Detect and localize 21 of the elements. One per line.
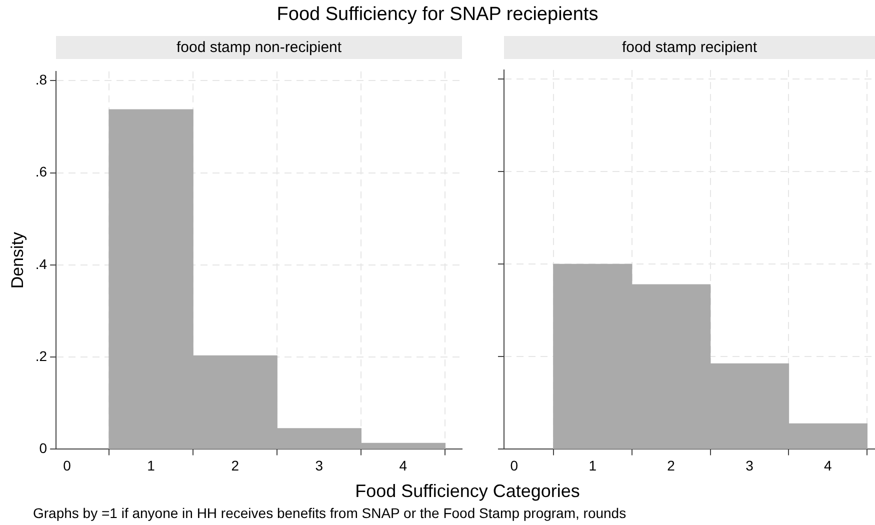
x-tick-label: 2	[667, 457, 676, 474]
x-axis-title: Food Sufficiency Categories	[354, 481, 581, 502]
x-tick-label: 1	[147, 457, 156, 474]
y-axis-title: Density	[8, 231, 27, 289]
x-tick-label: 2	[231, 457, 240, 474]
x-tick-label: 4	[399, 457, 408, 474]
chart-title: Food Sufficiency for SNAP reciepients	[276, 4, 600, 26]
chart-subtitle: food stamp recipient	[504, 36, 875, 59]
chart-subtitle: food stamp non-recipient	[56, 36, 462, 59]
y-tick-label: 0	[39, 440, 48, 456]
x-tick-label: 1	[588, 457, 597, 474]
x-tick-label: 0	[510, 457, 518, 474]
text: Graphs by =1 if anyone in HH receives benefits from SNAP or the Food Stamp program, rounds	[33, 505, 626, 521]
x-tick-label: 4	[824, 457, 832, 474]
y-tick-label: .4	[35, 256, 48, 272]
y-tick-label: .2	[35, 348, 48, 364]
y-tick-label: .8	[35, 71, 48, 88]
x-tick-label: 3	[315, 457, 324, 474]
y-tick-label: .6	[35, 164, 48, 180]
x-tick-label: 3	[746, 457, 754, 474]
x-tick-label: 0	[63, 457, 72, 474]
